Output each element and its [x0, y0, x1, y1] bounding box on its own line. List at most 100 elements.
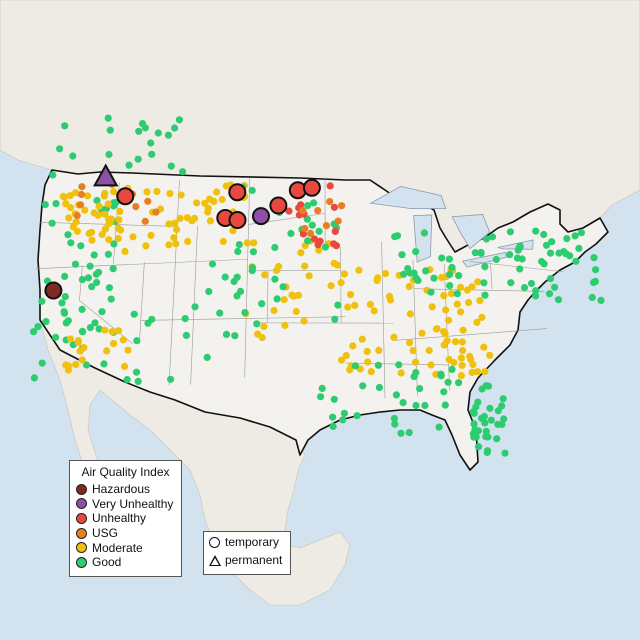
sensor-dot[interactable] [337, 279, 345, 287]
sensor-dot[interactable] [518, 255, 526, 263]
sensor-dot[interactable] [292, 307, 300, 316]
temporary-station-marker[interactable] [228, 211, 247, 229]
sensor-dot[interactable] [484, 382, 493, 390]
sensor-dot[interactable] [397, 369, 405, 377]
sensor-dot[interactable] [205, 287, 213, 296]
sensor-dot[interactable] [364, 358, 372, 366]
sensor-dot[interactable] [213, 188, 221, 196]
sensor-dot[interactable] [338, 356, 346, 364]
sensor-dot[interactable] [71, 260, 80, 268]
sensor-dot[interactable] [577, 229, 586, 237]
sensor-dot[interactable] [405, 282, 413, 291]
sensor-dot[interactable] [427, 361, 435, 369]
sensor-dot[interactable] [493, 435, 501, 443]
sensor-dot[interactable] [182, 331, 190, 339]
sensor-dot[interactable] [405, 429, 413, 437]
sensor-dot[interactable] [499, 395, 507, 403]
sensor-dot[interactable] [78, 305, 86, 313]
sensor-dot[interactable] [455, 272, 463, 280]
sensor-dot[interactable] [299, 230, 307, 238]
sensor-dot[interactable] [448, 365, 456, 373]
sensor-dot[interactable] [78, 356, 86, 364]
sensor-dot[interactable] [572, 257, 580, 265]
sensor-dot[interactable] [306, 229, 315, 237]
temporary-station-marker[interactable] [269, 196, 288, 215]
sensor-dot[interactable] [61, 122, 69, 130]
sensor-dot[interactable] [398, 251, 406, 259]
sensor-dot[interactable] [404, 265, 412, 273]
sensor-dot[interactable] [104, 250, 112, 258]
sensor-dot[interactable] [532, 287, 540, 295]
sensor-dot[interactable] [457, 308, 465, 316]
sensor-dot[interactable] [184, 237, 192, 245]
sensor-dot[interactable] [435, 423, 443, 431]
sensor-dot[interactable] [167, 162, 175, 170]
sensor-dot[interactable] [64, 231, 72, 239]
sensor-dot[interactable] [142, 242, 150, 250]
sensor-dot[interactable] [218, 195, 226, 204]
sensor-dot[interactable] [110, 240, 118, 248]
sensor-dot[interactable] [83, 361, 91, 369]
sensor-dot[interactable] [406, 310, 414, 318]
sensor-dot[interactable] [29, 328, 38, 336]
sensor-dot[interactable] [592, 266, 600, 274]
sensor-dot[interactable] [554, 296, 563, 304]
sensor-dot[interactable] [105, 150, 113, 159]
sensor-dot[interactable] [446, 270, 454, 278]
sensor-dot[interactable] [103, 347, 111, 355]
sensor-dot[interactable] [98, 230, 106, 238]
sensor-dot[interactable] [287, 229, 295, 238]
sensor-dot[interactable] [121, 362, 129, 370]
sensor-dot[interactable] [397, 429, 405, 437]
sensor-dot[interactable] [38, 297, 46, 305]
sensor-dot[interactable] [474, 443, 483, 451]
sensor-dot[interactable] [346, 291, 355, 299]
sensor-dot[interactable] [481, 367, 489, 376]
sensor-dot[interactable] [85, 229, 93, 238]
sensor-dot[interactable] [330, 240, 338, 248]
sensor-dot[interactable] [440, 292, 448, 300]
sensor-dot[interactable] [124, 346, 132, 354]
sensor-dot[interactable] [351, 301, 359, 309]
sensor-dot[interactable] [100, 360, 108, 368]
sensor-dot[interactable] [172, 240, 180, 248]
sensor-dot[interactable] [330, 203, 338, 211]
sensor-dot[interactable] [299, 207, 307, 215]
sensor-dot[interactable] [546, 249, 555, 257]
sensor-dot[interactable] [95, 202, 103, 210]
sensor-dot[interactable] [425, 346, 433, 355]
sensor-dot[interactable] [104, 114, 112, 122]
sensor-dot[interactable] [279, 283, 287, 291]
sensor-dot[interactable] [67, 239, 75, 247]
sensor-dot[interactable] [474, 398, 482, 406]
sensor-dot[interactable] [441, 401, 449, 409]
sensor-dot[interactable] [432, 325, 440, 333]
permanent-station-marker[interactable] [93, 163, 119, 187]
temporary-station-marker[interactable] [228, 183, 247, 202]
sensor-dot[interactable] [62, 200, 70, 208]
sensor-dot[interactable] [303, 215, 311, 223]
sensor-dot[interactable] [285, 207, 293, 215]
sensor-dot[interactable] [77, 242, 85, 250]
sensor-dot[interactable] [148, 150, 156, 158]
sensor-dot[interactable] [500, 415, 508, 423]
sensor-dot[interactable] [470, 420, 478, 428]
sensor-dot[interactable] [76, 347, 84, 355]
sensor-dot[interactable] [390, 414, 398, 423]
sensor-dot[interactable] [73, 212, 81, 220]
sensor-dot[interactable] [243, 239, 251, 247]
sensor-dot[interactable] [72, 360, 80, 369]
sensor-dot[interactable] [62, 319, 70, 327]
sensor-dot[interactable] [438, 254, 446, 262]
sensor-dot[interactable] [216, 309, 224, 317]
sensor-dot[interactable] [253, 320, 261, 328]
sensor-dot[interactable] [571, 232, 579, 240]
sensor-dot[interactable] [275, 262, 283, 271]
sensor-dot[interactable] [331, 227, 339, 235]
sensor-dot[interactable] [474, 278, 482, 286]
sensor-dot[interactable] [315, 227, 323, 235]
sensor-dot[interactable] [201, 199, 209, 207]
sensor-dot[interactable] [467, 355, 475, 363]
sensor-dot[interactable] [588, 293, 596, 301]
sensor-dot[interactable] [297, 249, 305, 257]
